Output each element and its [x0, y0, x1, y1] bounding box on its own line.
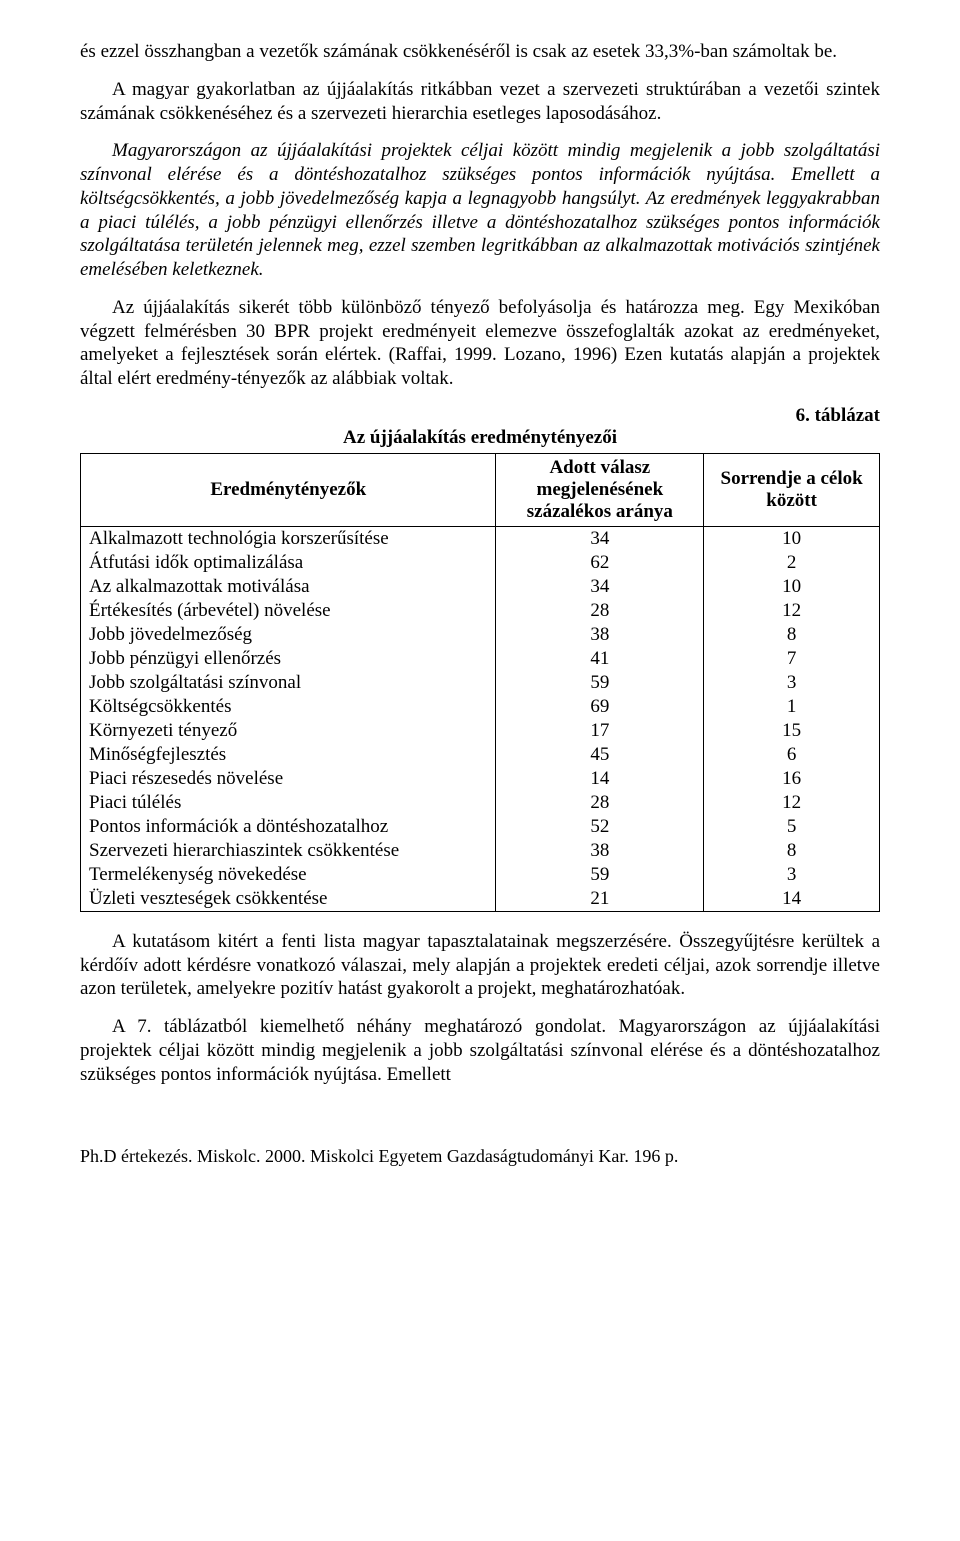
table-body: Alkalmazott technológia korszerűsítése34… — [81, 526, 880, 911]
cell-percent: 41 — [496, 647, 704, 671]
cell-rank: 2 — [704, 551, 880, 575]
cell-rank: 8 — [704, 623, 880, 647]
paragraph-1: és ezzel összhangban a vezetők számának … — [80, 40, 880, 64]
cell-percent: 14 — [496, 767, 704, 791]
table-row: Termelékenység növekedése593 — [81, 863, 880, 887]
cell-rank: 3 — [704, 671, 880, 695]
cell-factor: Pontos információk a döntéshozatalhoz — [81, 815, 496, 839]
cell-rank: 8 — [704, 839, 880, 863]
cell-percent: 59 — [496, 863, 704, 887]
paragraph-4: Az újjáalakítás sikerét több különböző t… — [80, 296, 880, 391]
table-row: Az alkalmazottak motiválása3410 — [81, 575, 880, 599]
col-header-percent: Adott válasz megjelenésének százalékos a… — [496, 453, 704, 526]
table-row: Szervezeti hierarchiaszintek csökkentése… — [81, 839, 880, 863]
cell-factor: Költségcsökkentés — [81, 695, 496, 719]
cell-factor: Jobb pénzügyi ellenőrzés — [81, 647, 496, 671]
cell-percent: 17 — [496, 719, 704, 743]
cell-factor: Szervezeti hierarchiaszintek csökkentése — [81, 839, 496, 863]
cell-percent: 34 — [496, 575, 704, 599]
cell-percent: 45 — [496, 743, 704, 767]
cell-rank: 6 — [704, 743, 880, 767]
paragraph-3-italic: Magyarországon az újjáalakítási projekte… — [80, 139, 880, 282]
cell-factor: Jobb jövedelmezőség — [81, 623, 496, 647]
col-header-rank: Sorrendje a célok között — [704, 453, 880, 526]
table-label: 6. táblázat — [80, 405, 880, 427]
cell-factor: Az alkalmazottak motiválása — [81, 575, 496, 599]
document-page: és ezzel összhangban a vezetők számának … — [0, 0, 960, 1225]
cell-rank: 15 — [704, 719, 880, 743]
cell-rank: 10 — [704, 575, 880, 599]
cell-rank: 5 — [704, 815, 880, 839]
table-row: Jobb pénzügyi ellenőrzés417 — [81, 647, 880, 671]
cell-factor: Piaci részesedés növelése — [81, 767, 496, 791]
cell-factor: Átfutási idők optimalizálása — [81, 551, 496, 575]
cell-percent: 38 — [496, 623, 704, 647]
table-row: Piaci részesedés növelése1416 — [81, 767, 880, 791]
cell-rank: 16 — [704, 767, 880, 791]
results-table: Eredménytényezők Adott válasz megjelenés… — [80, 453, 880, 912]
table-row: Környezeti tényező1715 — [81, 719, 880, 743]
cell-percent: 69 — [496, 695, 704, 719]
cell-rank: 10 — [704, 526, 880, 551]
table-row: Alkalmazott technológia korszerűsítése34… — [81, 526, 880, 551]
cell-percent: 34 — [496, 526, 704, 551]
table-row: Pontos információk a döntéshozatalhoz525 — [81, 815, 880, 839]
cell-percent: 28 — [496, 791, 704, 815]
table-title: Az újjáalakítás eredménytényezői — [80, 427, 880, 449]
cell-percent: 62 — [496, 551, 704, 575]
table-row: Üzleti veszteségek csökkentése2114 — [81, 887, 880, 912]
cell-percent: 28 — [496, 599, 704, 623]
cell-percent: 52 — [496, 815, 704, 839]
cell-rank: 14 — [704, 887, 880, 912]
cell-rank: 12 — [704, 791, 880, 815]
cell-percent: 21 — [496, 887, 704, 912]
cell-factor: Minőségfejlesztés — [81, 743, 496, 767]
col-header-factor: Eredménytényezők — [81, 453, 496, 526]
cell-factor: Üzleti veszteségek csökkentése — [81, 887, 496, 912]
table-row: Költségcsökkentés691 — [81, 695, 880, 719]
footer-citation: Ph.D értekezés. Miskolc. 2000. Miskolci … — [80, 1146, 880, 1167]
cell-rank: 12 — [704, 599, 880, 623]
cell-factor: Piaci túlélés — [81, 791, 496, 815]
table-row: Jobb szolgáltatási színvonal593 — [81, 671, 880, 695]
table-row: Minőségfejlesztés456 — [81, 743, 880, 767]
table-row: Értékesítés (árbevétel) növelése2812 — [81, 599, 880, 623]
cell-factor: Alkalmazott technológia korszerűsítése — [81, 526, 496, 551]
cell-rank: 7 — [704, 647, 880, 671]
cell-rank: 1 — [704, 695, 880, 719]
cell-rank: 3 — [704, 863, 880, 887]
cell-factor: Értékesítés (árbevétel) növelése — [81, 599, 496, 623]
paragraph-6: A 7. táblázatból kiemelhető néhány megha… — [80, 1015, 880, 1086]
table-row: Jobb jövedelmezőség388 — [81, 623, 880, 647]
cell-percent: 38 — [496, 839, 704, 863]
cell-factor: Termelékenység növekedése — [81, 863, 496, 887]
cell-factor: Jobb szolgáltatási színvonal — [81, 671, 496, 695]
cell-factor: Környezeti tényező — [81, 719, 496, 743]
table-row: Piaci túlélés2812 — [81, 791, 880, 815]
cell-percent: 59 — [496, 671, 704, 695]
paragraph-5: A kutatásom kitért a fenti lista magyar … — [80, 930, 880, 1001]
paragraph-2: A magyar gyakorlatban az újjáalakítás ri… — [80, 78, 880, 126]
table-header-row: Eredménytényezők Adott válasz megjelenés… — [81, 453, 880, 526]
table-row: Átfutási idők optimalizálása622 — [81, 551, 880, 575]
